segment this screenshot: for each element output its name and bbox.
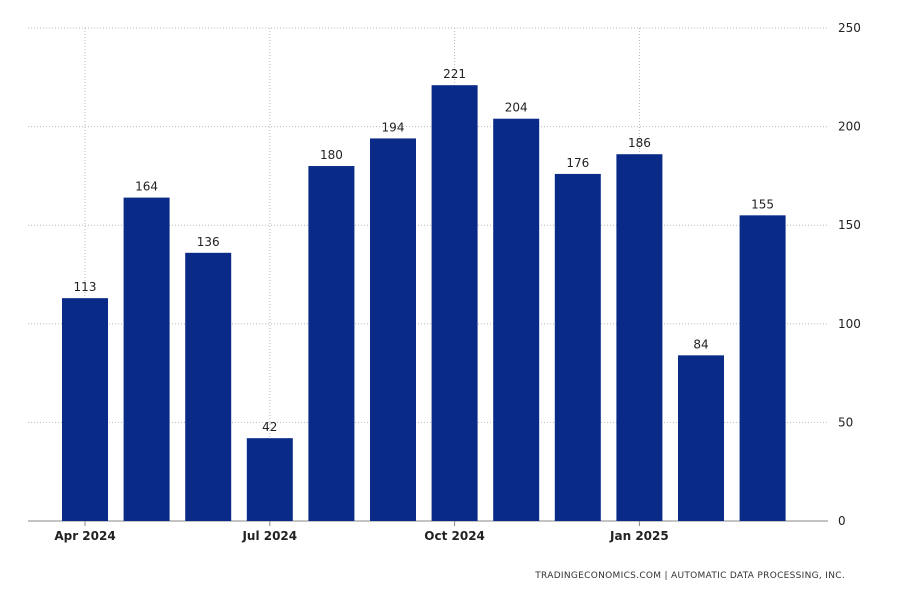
bar [370, 138, 416, 521]
bar-value-label: 194 [382, 120, 405, 134]
bar-value-label: 180 [320, 148, 343, 162]
bar [678, 355, 724, 521]
bar [739, 215, 786, 521]
bar [185, 252, 232, 522]
y-tick-label: 150 [838, 218, 861, 232]
x-tick-label: Apr 2024 [54, 529, 115, 543]
y-tick-label: 200 [838, 120, 861, 134]
bar [62, 298, 108, 521]
y-tick-label: 50 [838, 415, 853, 429]
source-credit: TRADINGECONOMICS.COM | AUTOMATIC DATA PR… [535, 571, 845, 581]
bar [246, 438, 293, 521]
bar-value-label: 176 [566, 156, 589, 170]
bar-value-label: 155 [751, 197, 774, 211]
bar [493, 118, 540, 521]
y-axis: 0 50 100 150 200 250 [838, 21, 861, 528]
bar [431, 85, 478, 522]
x-tick-label: Jul 2024 [241, 529, 297, 543]
y-tick-label: 250 [838, 21, 861, 35]
x-tick-label: Oct 2024 [424, 529, 485, 543]
bar [123, 197, 170, 522]
bar [616, 154, 663, 521]
bar-value-label: 136 [197, 235, 220, 249]
bar [554, 173, 601, 522]
bars [62, 85, 786, 522]
data-labels: 113 164 136 42 180 194 221 204 176 186 84 155 [74, 67, 775, 434]
x-tick-label: Jan 2025 [609, 529, 669, 543]
bar-value-label: 186 [628, 136, 651, 150]
bar-value-label: 204 [505, 101, 528, 115]
bar-value-label: 42 [262, 420, 277, 434]
x-axis: Apr 2024 Jul 2024 Oct 2024 Jan 2025 [54, 521, 669, 543]
bar-value-label: 84 [693, 337, 708, 351]
bar-value-label: 221 [443, 67, 466, 81]
bar-value-label: 113 [74, 280, 97, 294]
y-tick-label: 100 [838, 317, 861, 331]
bar [308, 166, 355, 522]
y-tick-label: 0 [838, 514, 846, 528]
bar-value-label: 164 [135, 180, 158, 194]
